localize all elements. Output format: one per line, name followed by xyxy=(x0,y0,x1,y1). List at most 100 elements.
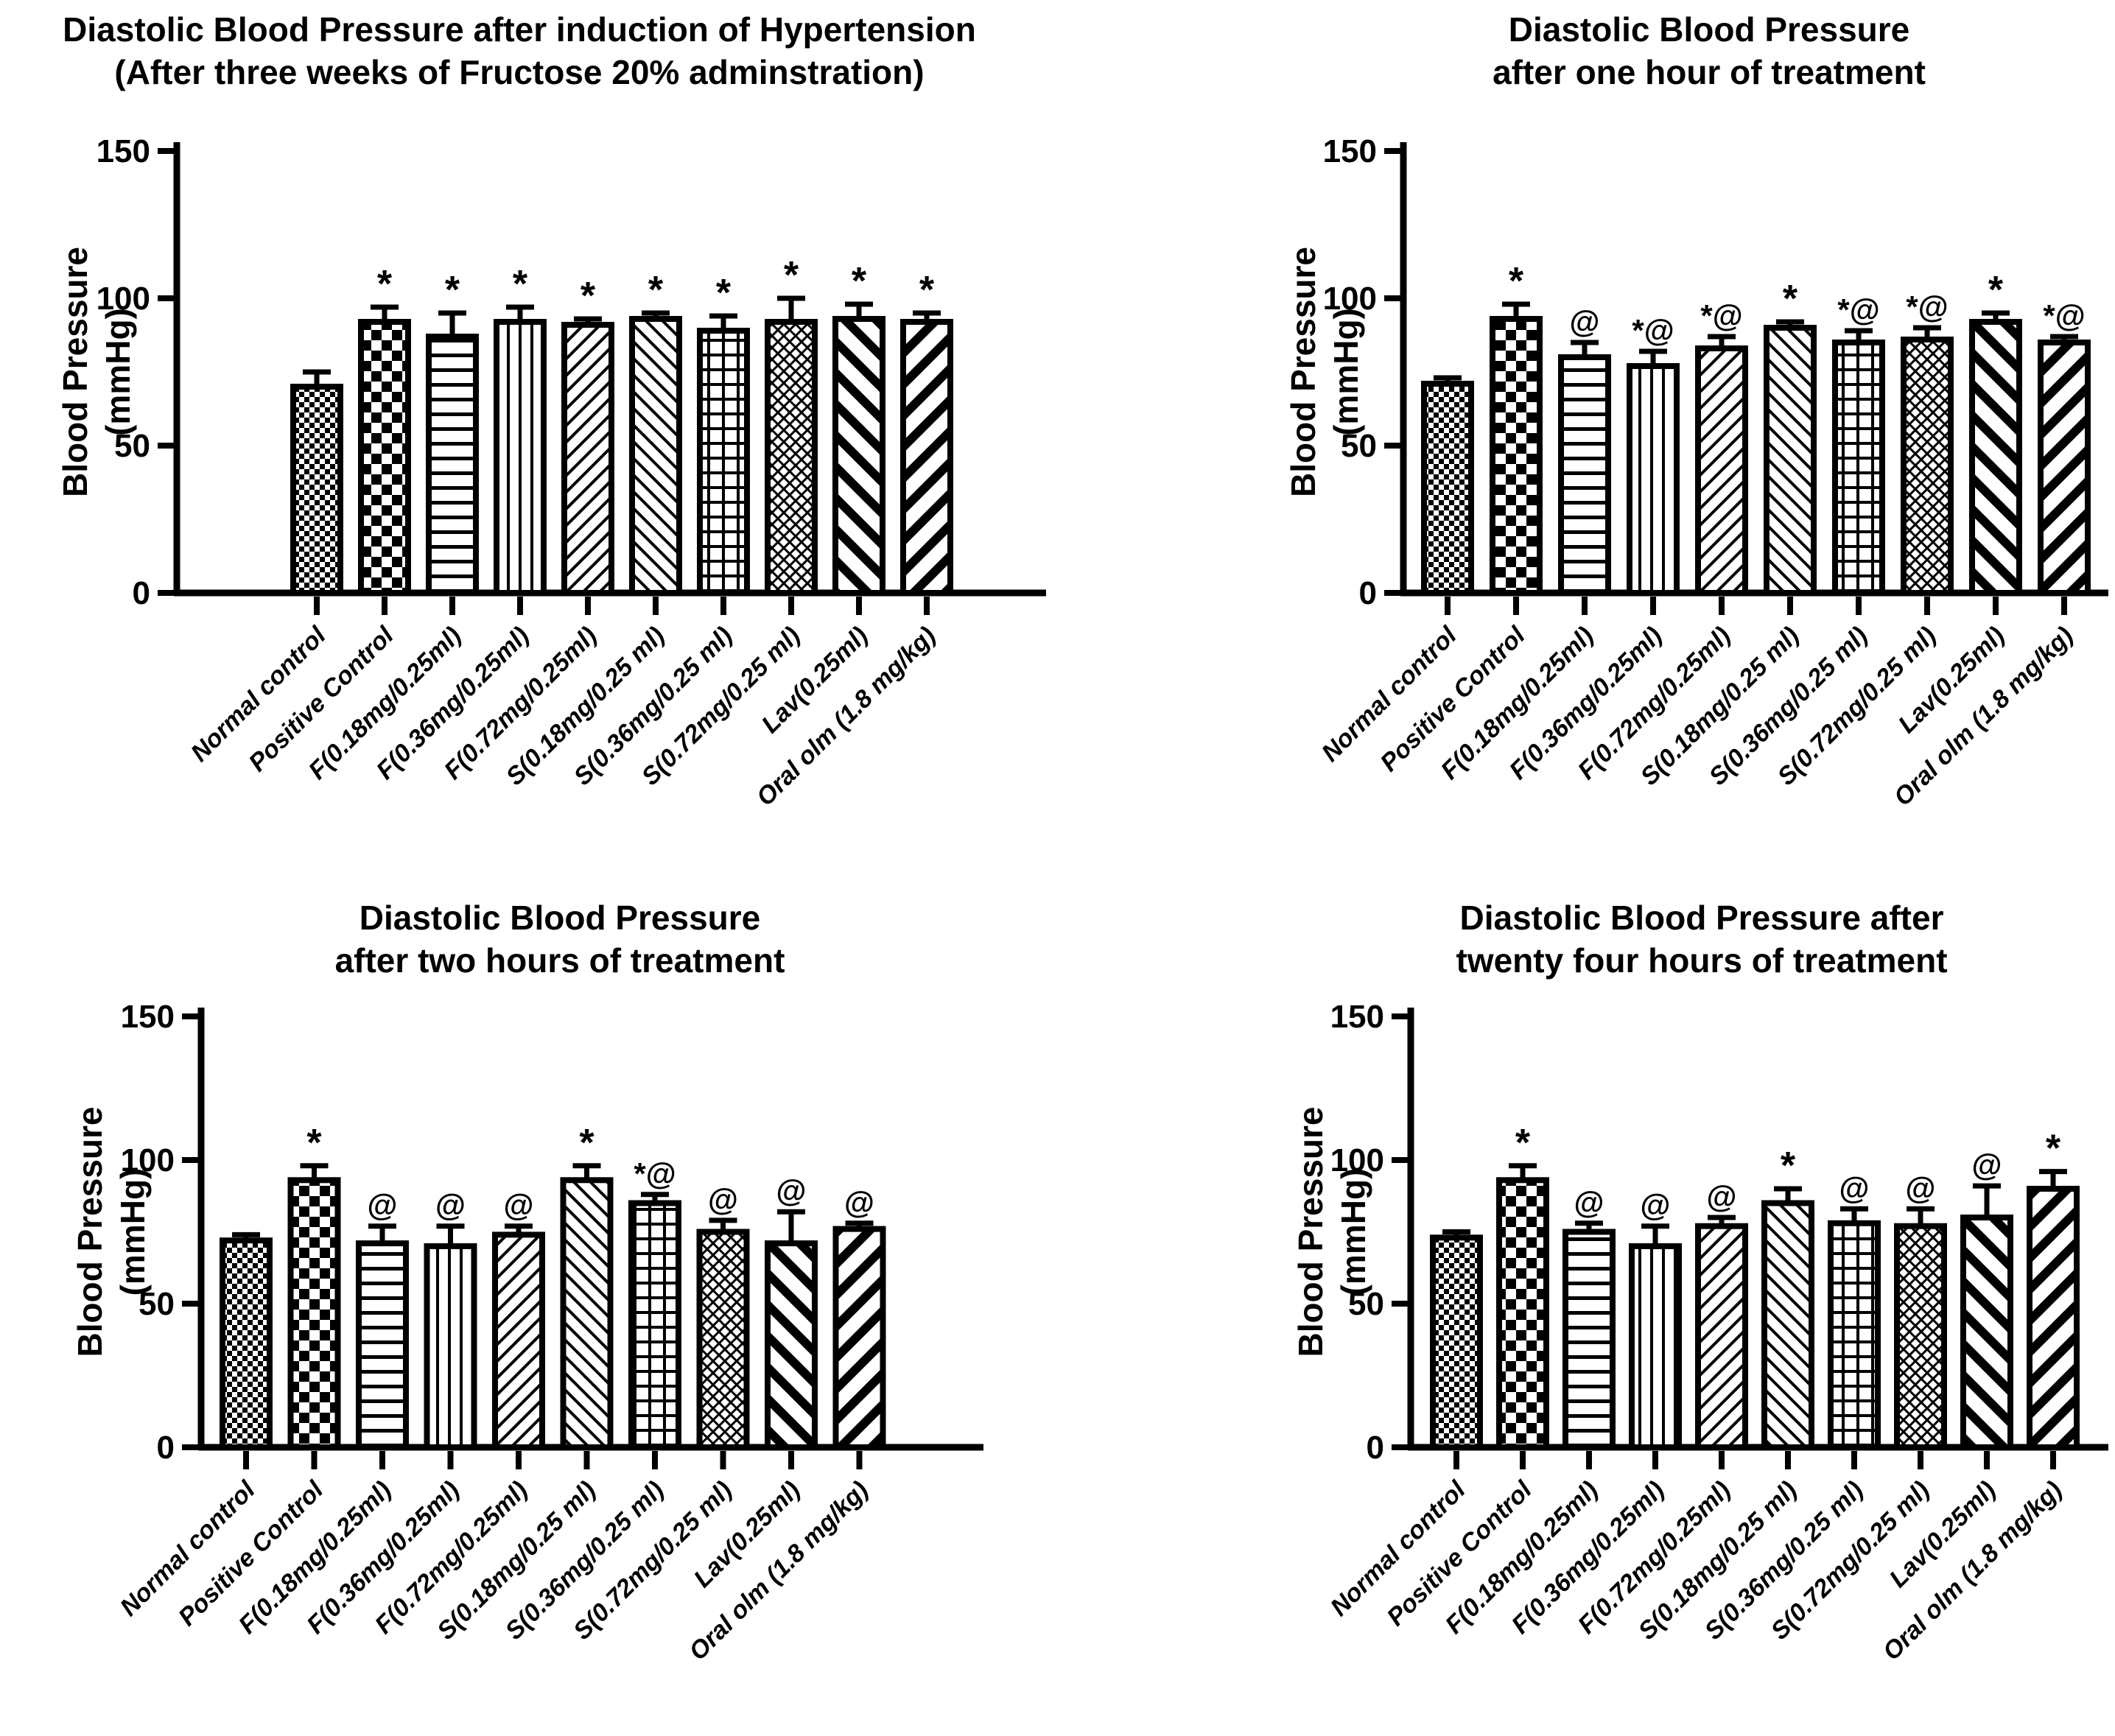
panel-two-hours-title-line1: Diastolic Blood Pressure xyxy=(359,899,761,937)
panel-after-induction-title-line2: (After three weeks of Fructose 20% admin… xyxy=(114,53,924,91)
bar-two-hours-5 xyxy=(492,1231,545,1451)
y-tick-label: 50 xyxy=(1341,428,1377,464)
significance-annotation: * xyxy=(306,1122,322,1164)
bar-twenty-four-hours-1 xyxy=(1430,1234,1483,1451)
significance-annotation: @ xyxy=(1707,1179,1737,1214)
bar-two-hours-2 xyxy=(287,1177,341,1451)
bar-after-induction-3 xyxy=(426,334,479,596)
bar-twenty-four-hours-10 xyxy=(2027,1186,2080,1450)
significance-annotation: * xyxy=(2046,1128,2061,1170)
significance-annotation: @ xyxy=(844,1185,874,1220)
y-tick-label: 50 xyxy=(114,428,150,464)
significance-annotation: @ xyxy=(1641,1188,1671,1223)
bar-two-hours-7 xyxy=(628,1200,681,1450)
y-tick-label: 100 xyxy=(121,1142,175,1178)
significance-annotation: *@ xyxy=(2043,298,2085,333)
significance-annotation: * xyxy=(581,275,596,317)
bar-after-induction-4 xyxy=(494,319,547,596)
significance-annotation: * xyxy=(784,254,799,297)
panel-after-induction-title-line1: Diastolic Blood Pressure after induction… xyxy=(63,10,976,49)
bar-two-hours-6 xyxy=(560,1177,614,1451)
bar-two-hours-1 xyxy=(220,1237,273,1450)
significance-annotation: @ xyxy=(435,1188,466,1223)
bar-after-induction-1 xyxy=(290,384,343,596)
y-tick-label: 50 xyxy=(1348,1286,1384,1322)
y-axis-label-line1: Blood Pressure xyxy=(71,1107,109,1357)
y-tick-label: 150 xyxy=(121,999,175,1035)
significance-annotation: @ xyxy=(776,1173,807,1208)
bar-one-hour-3 xyxy=(1558,354,1611,596)
bar-one-hour-1 xyxy=(1421,381,1474,596)
significance-annotation: @ xyxy=(368,1188,398,1223)
bar-after-induction-2 xyxy=(358,319,411,596)
panel-two-hours-title-line2: after two hours of treatment xyxy=(335,941,785,980)
y-tick-label: 150 xyxy=(97,133,150,169)
y-tick-label: 0 xyxy=(1367,1430,1384,1466)
y-tick-label: 150 xyxy=(1323,133,1377,169)
significance-annotation: *@ xyxy=(634,1156,676,1191)
bar-two-hours-8 xyxy=(696,1229,750,1450)
y-tick-label: 0 xyxy=(1359,575,1377,611)
bar-twenty-four-hours-7 xyxy=(1828,1220,1881,1451)
bar-one-hour-9 xyxy=(1969,319,2022,596)
panel-twenty-four-hours-title-line2: twenty four hours of treatment xyxy=(1456,941,1947,980)
bar-twenty-four-hours-8 xyxy=(1894,1223,1947,1450)
significance-annotation: * xyxy=(716,272,732,314)
y-tick-label: 0 xyxy=(157,1430,175,1466)
panel-one-hour-title-line1: Diastolic Blood Pressure xyxy=(1509,10,1910,49)
y-axis-label-line2: (mmHg) xyxy=(1327,308,1365,436)
significance-annotation: @ xyxy=(504,1188,534,1223)
bar-two-hours-9 xyxy=(765,1240,818,1450)
significance-annotation: @ xyxy=(1972,1148,2002,1182)
bar-after-induction-6 xyxy=(629,316,682,596)
significance-annotation: @ xyxy=(1570,304,1600,339)
y-axis-label-line1: Blood Pressure xyxy=(1291,1107,1330,1357)
panel-one-hour-title-line2: after one hour of treatment xyxy=(1493,53,1926,91)
significance-annotation: * xyxy=(1783,278,1798,320)
bar-twenty-four-hours-3 xyxy=(1562,1229,1616,1450)
significance-annotation: @ xyxy=(708,1182,738,1217)
bar-one-hour-7 xyxy=(1832,340,1885,596)
significance-annotation: * xyxy=(513,263,528,306)
bar-two-hours-10 xyxy=(832,1226,886,1450)
significance-annotation: * xyxy=(648,269,664,312)
y-axis-label-line2: (mmHg) xyxy=(113,1168,152,1296)
y-tick-label: 100 xyxy=(97,281,150,317)
y-axis-label-line2: (mmHg) xyxy=(1334,1168,1372,1296)
bar-twenty-four-hours-4 xyxy=(1629,1243,1682,1450)
bar-two-hours-3 xyxy=(356,1240,409,1450)
y-tick-label: 100 xyxy=(1323,281,1377,317)
y-tick-label: 150 xyxy=(1330,999,1384,1035)
y-tick-label: 50 xyxy=(138,1286,175,1322)
bar-one-hour-10 xyxy=(2038,340,2091,596)
significance-annotation: * xyxy=(377,263,393,306)
significance-annotation: *@ xyxy=(1700,298,1742,333)
bar-twenty-four-hours-2 xyxy=(1496,1177,1549,1451)
panel-twenty-four-hours-title-line1: Diastolic Blood Pressure after xyxy=(1460,899,1944,937)
bar-after-induction-5 xyxy=(561,322,614,596)
bar-twenty-four-hours-6 xyxy=(1761,1200,1814,1450)
significance-annotation: * xyxy=(1988,269,2004,312)
bar-twenty-four-hours-5 xyxy=(1695,1223,1748,1450)
bar-one-hour-4 xyxy=(1627,363,1680,596)
y-tick-label: 100 xyxy=(1330,1142,1384,1178)
bar-after-induction-10 xyxy=(900,319,953,596)
y-tick-label: 0 xyxy=(133,575,150,611)
significance-annotation: @ xyxy=(1839,1170,1870,1205)
significance-annotation: * xyxy=(579,1122,594,1164)
significance-annotation: * xyxy=(1509,260,1524,303)
significance-annotation: *@ xyxy=(1837,292,1879,327)
y-axis-label-line1: Blood Pressure xyxy=(56,247,94,497)
bar-after-induction-7 xyxy=(697,328,750,596)
bar-twenty-four-hours-9 xyxy=(1960,1215,2013,1450)
y-axis-label-line2: (mmHg) xyxy=(99,308,137,436)
significance-annotation: *@ xyxy=(1906,289,1948,324)
bar-one-hour-2 xyxy=(1490,316,1543,596)
significance-annotation: @ xyxy=(1906,1170,1936,1205)
bar-one-hour-6 xyxy=(1764,325,1817,596)
bar-one-hour-8 xyxy=(1901,337,1954,596)
significance-annotation: * xyxy=(1515,1122,1531,1164)
